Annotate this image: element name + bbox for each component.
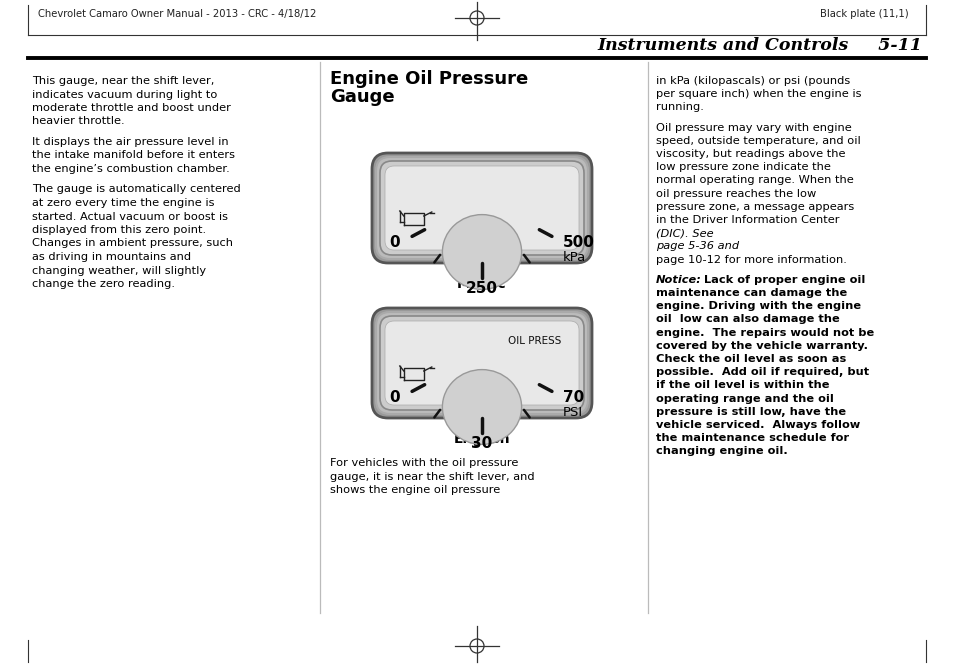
Text: Check the oil level as soon as: Check the oil level as soon as [656,354,845,364]
Text: the intake manifold before it enters: the intake manifold before it enters [32,150,234,160]
FancyBboxPatch shape [379,161,583,255]
Ellipse shape [442,369,521,444]
Text: gauge, it is near the shift lever, and: gauge, it is near the shift lever, and [330,472,534,482]
Text: in kPa (kilopascals) or psi (pounds: in kPa (kilopascals) or psi (pounds [656,76,849,86]
Text: possible.  Add oil if required, but: possible. Add oil if required, but [656,367,868,377]
Text: started. Actual vacuum or boost is: started. Actual vacuum or boost is [32,212,228,222]
FancyBboxPatch shape [375,157,587,259]
FancyBboxPatch shape [379,316,583,410]
Text: 0: 0 [389,235,399,250]
Text: the maintenance schedule for: the maintenance schedule for [656,434,848,443]
Text: It displays the air pressure level in: It displays the air pressure level in [32,137,229,147]
Text: the engine’s combustion chamber.: the engine’s combustion chamber. [32,164,230,174]
Text: indicates vacuum during light to: indicates vacuum during light to [32,90,217,100]
Text: low pressure zone indicate the: low pressure zone indicate the [656,162,830,172]
Text: changing weather, will slightly: changing weather, will slightly [32,265,206,275]
Text: For vehicles with the oil pressure: For vehicles with the oil pressure [330,458,517,468]
Text: as driving in mountains and: as driving in mountains and [32,252,191,262]
Text: changing engine oil.: changing engine oil. [656,446,787,456]
Text: moderate throttle and boost under: moderate throttle and boost under [32,103,231,113]
Text: pressure is still low, have the: pressure is still low, have the [656,407,845,417]
Text: Metric: Metric [456,277,506,291]
Text: Engine Oil Pressure: Engine Oil Pressure [330,70,528,88]
FancyBboxPatch shape [385,321,578,405]
Text: page 10-12 for more information.: page 10-12 for more information. [656,255,846,265]
Text: Oil pressure may vary with engine: Oil pressure may vary with engine [656,123,851,133]
Text: OIL PRESS: OIL PRESS [508,336,561,346]
Text: page 5-36 and: page 5-36 and [656,241,742,251]
FancyBboxPatch shape [372,153,592,263]
Text: vehicle serviced.  Always follow: vehicle serviced. Always follow [656,420,860,430]
Text: shows the engine oil pressure: shows the engine oil pressure [330,485,499,495]
Text: viscosity, but readings above the: viscosity, but readings above the [656,149,844,159]
Text: covered by the vehicle warranty.: covered by the vehicle warranty. [656,341,867,351]
Text: Lack of proper engine oil: Lack of proper engine oil [696,275,864,285]
Text: normal operating range. When the: normal operating range. When the [656,176,853,186]
Text: PSI: PSI [562,405,582,419]
Text: at zero every time the engine is: at zero every time the engine is [32,198,214,208]
Text: displayed from this zero point.: displayed from this zero point. [32,225,206,235]
Text: running.: running. [656,102,703,112]
Text: in the Driver Information Center: in the Driver Information Center [656,215,839,225]
Text: oil  low can also damage the: oil low can also damage the [656,315,839,325]
Text: per square inch) when the engine is: per square inch) when the engine is [656,90,861,100]
Text: pressure zone, a message appears: pressure zone, a message appears [656,202,853,212]
Text: heavier throttle.: heavier throttle. [32,116,125,126]
Text: engine. Driving with the engine: engine. Driving with the engine [656,301,861,311]
Text: Changes in ambient pressure, such: Changes in ambient pressure, such [32,238,233,248]
Text: 30: 30 [471,436,492,452]
Text: 0: 0 [389,391,399,405]
Text: 70: 70 [562,389,583,405]
FancyBboxPatch shape [375,312,587,414]
Text: (DIC). See: (DIC). See [656,228,717,238]
Text: This gauge, near the shift lever,: This gauge, near the shift lever, [32,76,214,86]
Text: Notice:: Notice: [656,275,701,285]
Text: 500: 500 [562,234,594,250]
Text: if the oil level is within the: if the oil level is within the [656,380,828,390]
Text: Gauge: Gauge [330,88,395,106]
Text: Chevrolet Camaro Owner Manual - 2013 - CRC - 4/18/12: Chevrolet Camaro Owner Manual - 2013 - C… [38,9,316,19]
Text: The gauge is automatically centered: The gauge is automatically centered [32,184,240,194]
Text: change the zero reading.: change the zero reading. [32,279,174,289]
Text: Instruments and Controls     5-11: Instruments and Controls 5-11 [597,37,921,54]
Ellipse shape [442,214,521,289]
Text: operating range and the oil: operating range and the oil [656,393,833,403]
Text: oil pressure reaches the low: oil pressure reaches the low [656,188,816,198]
Text: Black plate (11,1): Black plate (11,1) [820,9,908,19]
Text: English: English [454,432,510,446]
Text: engine.  The repairs would not be: engine. The repairs would not be [656,327,873,337]
Text: speed, outside temperature, and oil: speed, outside temperature, and oil [656,136,860,146]
Text: kPa: kPa [562,250,585,263]
Text: 250: 250 [465,281,497,297]
FancyBboxPatch shape [385,166,578,250]
FancyBboxPatch shape [372,308,592,418]
Text: maintenance can damage the: maintenance can damage the [656,288,846,298]
